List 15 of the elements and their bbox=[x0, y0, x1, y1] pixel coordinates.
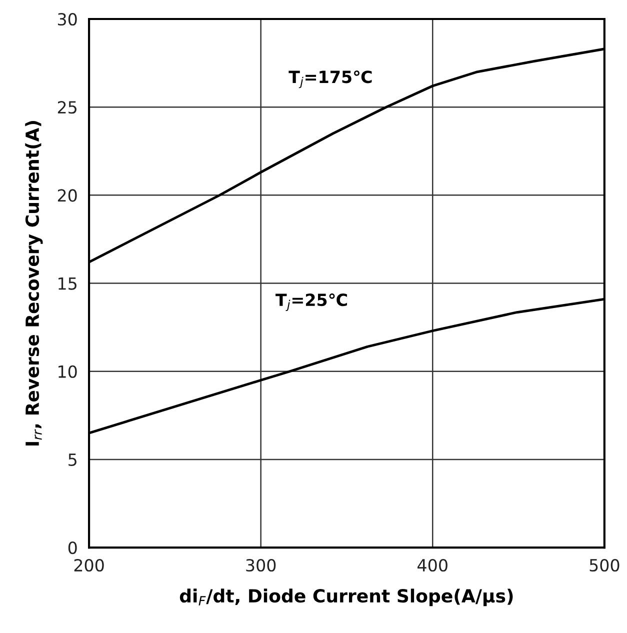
x-tick-label: 400 bbox=[418, 558, 448, 572]
x-tick-label: 300 bbox=[246, 558, 276, 572]
annotation: T$_{j}$=25℃ bbox=[276, 293, 347, 312]
y-axis-title: I$_{rr}$, Reverse Recovery Current(A) bbox=[25, 121, 43, 446]
y-tick-label: 15 bbox=[58, 277, 76, 290]
y-tick-label: 5 bbox=[68, 454, 76, 466]
x-tick-label: 500 bbox=[590, 558, 620, 572]
x-tick-label: 200 bbox=[74, 558, 104, 572]
y-tick-label: 0 bbox=[68, 542, 77, 554]
y-tick-label: 20 bbox=[58, 189, 77, 202]
y-tick-label: 25 bbox=[58, 101, 76, 114]
x-axis-title: di$_{F}$/dt, Diode Current Slope(A/μs) bbox=[180, 588, 513, 606]
annotation: T$_{j}$=175℃ bbox=[288, 70, 372, 88]
y-tick-label: 10 bbox=[58, 365, 77, 378]
y-tick-label: 30 bbox=[58, 12, 77, 26]
